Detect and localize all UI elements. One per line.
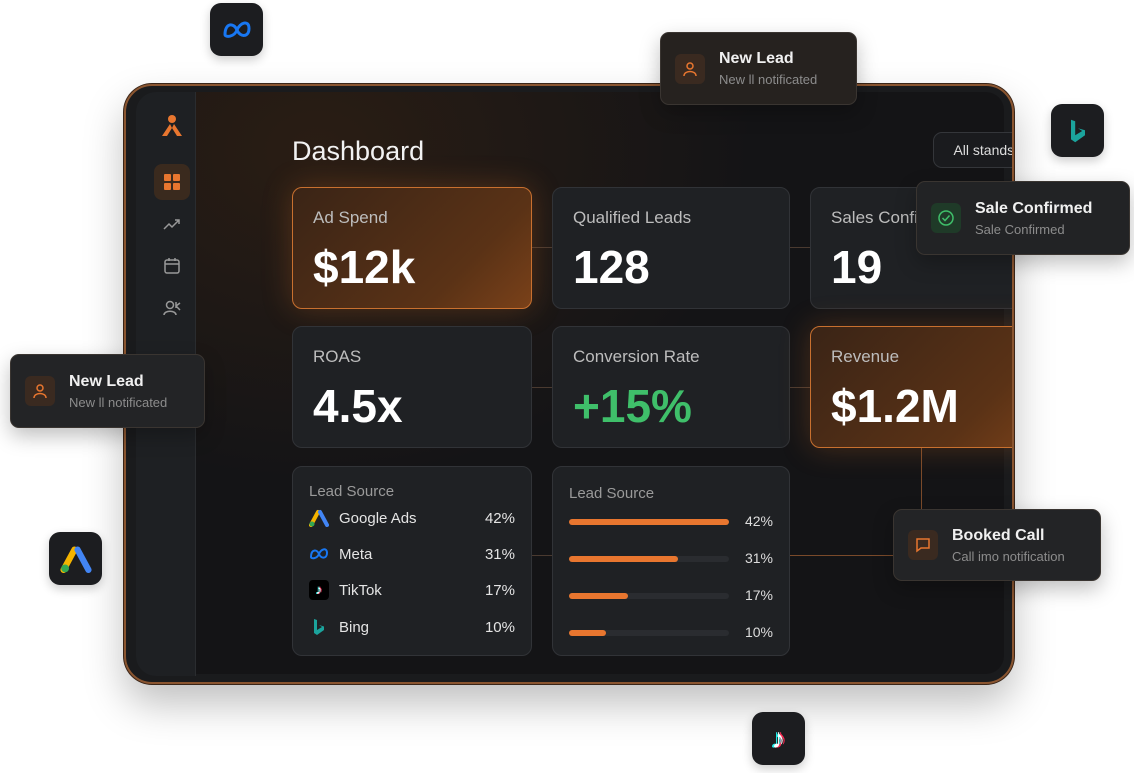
source-pct: 17% (484, 581, 515, 599)
connector (532, 555, 552, 556)
progress-fill (569, 593, 629, 599)
progress-fill (569, 556, 678, 562)
notification-subtitle: Call imo notification (952, 548, 1065, 564)
users-icon (163, 300, 181, 316)
bar-pct: 42% (744, 513, 773, 529)
connector (532, 247, 552, 248)
meta-app-icon (210, 3, 263, 56)
tiktok-icon: ♪ (309, 580, 329, 600)
kpi-value: +15% (573, 380, 692, 432)
kpi-conversion-rate[interactable]: Conversion Rate +15% (552, 326, 790, 448)
kpi-value: 4.5x (313, 380, 403, 432)
bing-icon (314, 619, 324, 635)
panel-title: Lead Source (309, 483, 395, 500)
kpi-label: Qualified Leads (573, 208, 692, 227)
grid-icon (164, 174, 180, 190)
sidebar-item-analytics[interactable] (154, 206, 190, 242)
kpi-revenue[interactable]: Revenue $1.2M (810, 326, 1012, 448)
notification-booked-call[interactable]: Booked Call Call imo notification (893, 509, 1101, 581)
notification-new-lead-2[interactable]: New Lead New ll notificated (10, 354, 205, 428)
kpi-roas[interactable]: ROAS 4.5x (292, 326, 532, 448)
connector (790, 387, 810, 388)
connector (532, 387, 552, 388)
notification-title: Sale Confirmed (975, 199, 1093, 217)
list-item: Meta 31% (309, 543, 515, 565)
sidebar-item-calendar[interactable] (154, 248, 190, 284)
message-icon (908, 530, 938, 560)
dropdown-value: All stands (953, 142, 1014, 158)
notification-title: New Lead (69, 372, 144, 390)
source-pct: 10% (484, 618, 515, 636)
source-pct: 31% (484, 545, 515, 563)
page-title: Dashboard (292, 136, 425, 166)
user-icon (675, 53, 705, 84)
notification-subtitle: New ll notificated (719, 72, 818, 87)
main-content: Dashboard All stands⌄ Ad Spend $12k Quali… (196, 92, 1012, 674)
notification-sale-confirmed[interactable]: Sale Confirmed Sale Confirmed (916, 181, 1130, 255)
kpi-value: $12k (313, 241, 416, 293)
source-name: TikTok (339, 581, 382, 599)
stands-dropdown[interactable]: All stands⌄ (933, 132, 1014, 168)
sidebar-item-dashboard[interactable] (154, 164, 190, 200)
list-item: Google Ads 42% (309, 507, 515, 529)
progress-fill (569, 630, 606, 636)
source-name: Bing (339, 618, 370, 636)
list-item: ♪ TikTok 17% (309, 579, 515, 601)
progress-bar (569, 593, 729, 599)
bar-pct: 17% (744, 587, 773, 603)
bing-app-icon (1051, 104, 1104, 157)
bar-pct: 31% (744, 550, 773, 566)
calendar-icon (164, 258, 180, 274)
notification-title: Booked Call (952, 526, 1045, 544)
kpi-qualified-leads[interactable]: Qualified Leads 128 (552, 187, 790, 309)
sidebar-item-users[interactable] (154, 290, 190, 326)
google-ads-app-icon (49, 532, 102, 585)
google-ads-icon (309, 510, 329, 527)
bar-pct: 10% (744, 624, 773, 640)
check-circle-icon (931, 203, 961, 233)
logo-icon (154, 108, 190, 144)
notification-title: New Lead (719, 50, 794, 67)
tiktok-app-icon: ♪ (752, 712, 805, 765)
notification-subtitle: Sale Confirmed (975, 221, 1065, 237)
source-name: Meta (339, 545, 373, 563)
trending-icon (163, 219, 180, 230)
lead-source-list: Lead Source Google Ads 42% Meta 31% ♪ TikTo… (292, 466, 532, 656)
progress-fill (569, 519, 729, 525)
meta-icon (309, 548, 329, 560)
progress-bar (569, 519, 729, 525)
dashboard-window: Dashboard All stands⌄ Ad Spend $12k Quali… (124, 84, 1014, 684)
list-item: Bing 10% (309, 616, 515, 638)
kpi-label: Ad Spend (313, 208, 388, 227)
kpi-ad-spend[interactable]: Ad Spend $12k (292, 187, 532, 309)
panel-title: Lead Source (569, 485, 655, 502)
connector (790, 448, 922, 556)
lead-source-bars: Lead Source 42% 31% 17% 10% (552, 466, 790, 656)
kpi-value: $1.2M (831, 380, 959, 432)
kpi-label: Revenue (831, 347, 900, 366)
user-icon (25, 376, 55, 406)
source-name: Google Ads (339, 509, 417, 527)
kpi-value: 19 (831, 241, 883, 293)
notification-new-lead[interactable]: New Lead New ll notificated (660, 32, 857, 105)
notification-subtitle: New ll notificated (69, 394, 168, 410)
kpi-value: 128 (573, 241, 650, 293)
kpi-label: Conversion Rate (573, 347, 700, 366)
source-pct: 42% (484, 509, 515, 527)
connector (790, 247, 810, 248)
progress-bar (569, 630, 729, 636)
progress-bar (569, 556, 729, 562)
kpi-label: ROAS (313, 347, 362, 366)
